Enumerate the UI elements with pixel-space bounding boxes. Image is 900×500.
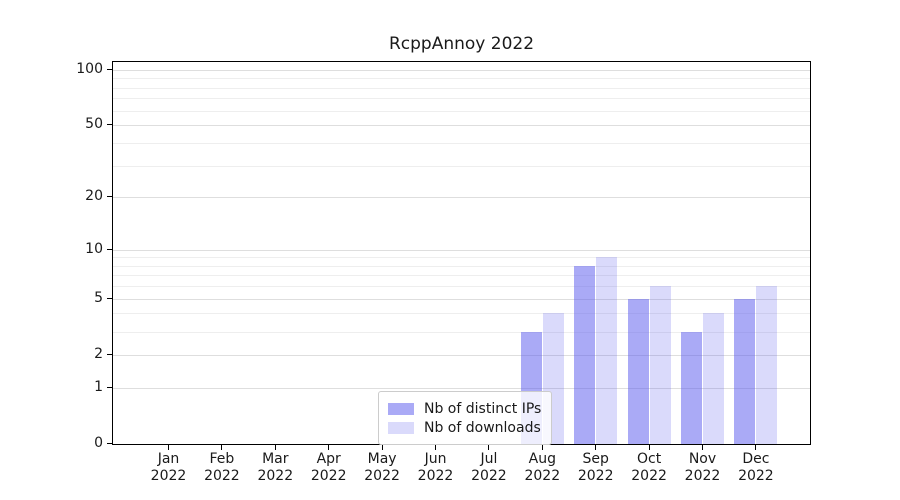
y-tick [107, 297, 112, 299]
bar-downloads [649, 286, 671, 444]
x-tick [381, 445, 383, 450]
y-tick-label: 1 [94, 378, 103, 395]
gridline-major [113, 250, 810, 251]
x-tick [595, 445, 597, 450]
gridline-minor [113, 266, 810, 267]
y-tick [107, 124, 112, 126]
legend-swatch [388, 402, 414, 415]
gridline-major [113, 125, 810, 126]
gridline-minor [113, 332, 810, 333]
plot-area [112, 61, 811, 445]
y-tick [107, 443, 112, 444]
bar-downloads [596, 257, 618, 444]
gridline-minor [113, 111, 810, 112]
x-tick-label: Jul 2022 [471, 451, 507, 484]
y-tick-label: 2 [94, 345, 103, 362]
legend-item-downloads: Nb of downloads [388, 419, 541, 436]
x-tick-label: Mar 2022 [257, 451, 294, 484]
gridline-major [113, 197, 810, 198]
gridline-minor [113, 257, 810, 258]
bar-downloads [703, 313, 724, 444]
legend-label: Nb of distinct IPs [424, 400, 542, 417]
y-tick-label: 20 [85, 188, 103, 205]
x-tick-label: Jun 2022 [417, 451, 454, 484]
gridline-minor [113, 166, 810, 167]
gridline-minor [113, 313, 810, 314]
x-tick-label: Apr 2022 [310, 451, 347, 484]
y-tick-label: 5 [94, 289, 103, 306]
x-tick [168, 445, 169, 450]
bar-distinct-ips [627, 298, 649, 444]
bar-distinct-ips [681, 331, 702, 444]
gridline-minor [113, 78, 810, 79]
x-tick [435, 445, 436, 450]
x-tick [488, 445, 490, 450]
y-tick-label: 10 [85, 240, 103, 257]
gridline-major [113, 70, 810, 71]
y-tick [107, 353, 112, 355]
x-tick-label: Oct 2022 [631, 451, 667, 484]
gridline-major [113, 299, 810, 300]
x-tick [274, 445, 276, 450]
legend-label: Nb of downloads [424, 419, 541, 436]
gridline-minor [113, 98, 810, 99]
y-tick [107, 248, 112, 250]
gridline-major [113, 388, 810, 389]
x-tick-label: Aug 2022 [524, 451, 561, 484]
x-tick-label: Jan 2022 [150, 451, 187, 484]
x-tick-label: Nov 2022 [684, 451, 721, 484]
chart-title: RcppAnnoy 2022 [388, 34, 535, 54]
legend: Nb of distinct IPs Nb of downloads [378, 391, 553, 445]
gridline-major [113, 355, 810, 356]
bar-downloads [756, 286, 778, 444]
y-tick [107, 68, 112, 70]
legend-swatch [388, 421, 414, 434]
x-tick [755, 445, 757, 450]
bar-distinct-ips [574, 265, 596, 444]
x-tick [648, 445, 650, 450]
y-tick-label: 50 [85, 116, 103, 133]
gridline-minor [113, 286, 810, 287]
x-tick-label: May 2022 [364, 451, 400, 484]
y-tick [107, 386, 112, 388]
gridline-minor [113, 275, 810, 276]
y-tick-label: 0 [94, 435, 103, 451]
x-tick-label: Dec 2022 [738, 451, 774, 484]
bar-distinct-ips [734, 298, 756, 444]
x-tick [702, 445, 703, 450]
gridline-minor [113, 143, 810, 144]
gridline-minor [113, 88, 810, 89]
x-tick [541, 445, 543, 450]
x-tick-label: Feb 2022 [204, 451, 240, 484]
x-tick [328, 445, 330, 450]
y-tick [107, 196, 112, 198]
y-tick-label: 100 [76, 60, 103, 77]
x-tick-label: Sep 2022 [577, 451, 614, 484]
legend-item-distinct-ips: Nb of distinct IPs [388, 400, 541, 417]
x-tick [221, 445, 223, 450]
